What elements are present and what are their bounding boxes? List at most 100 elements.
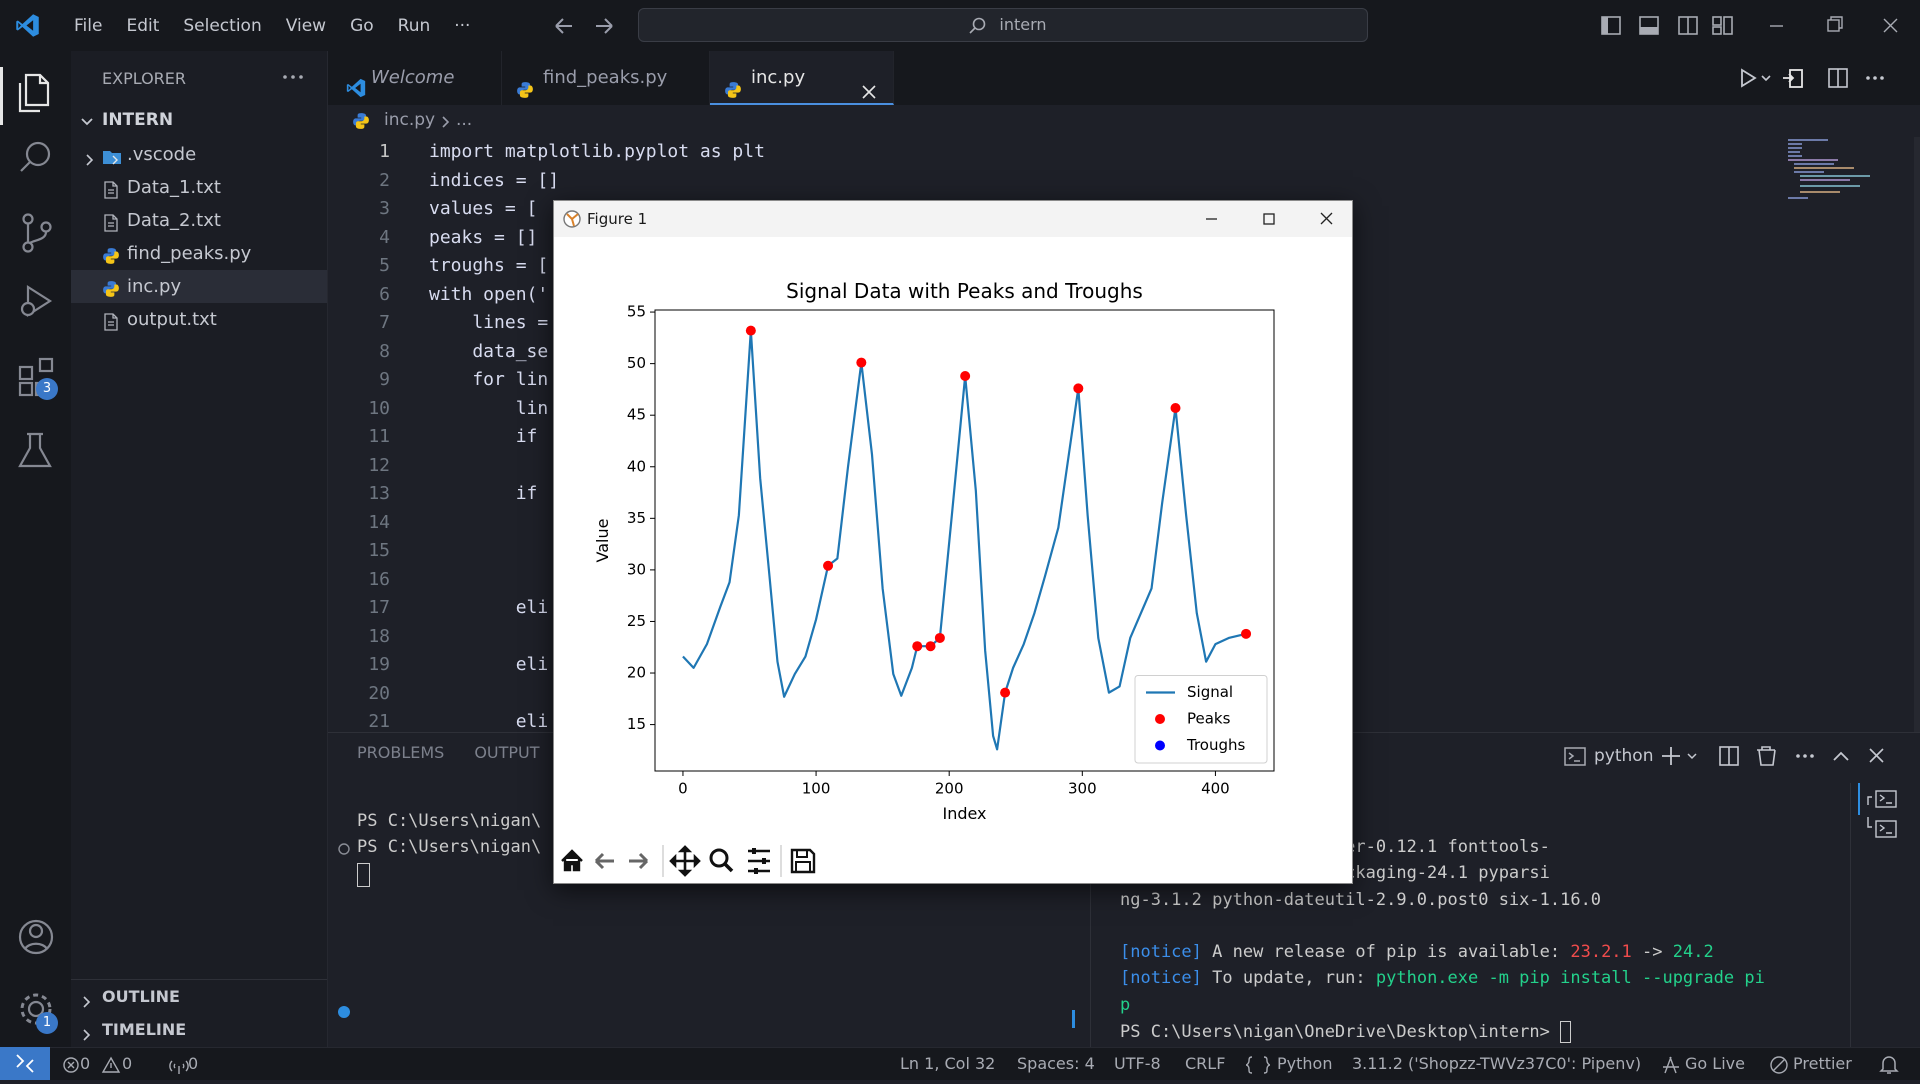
icon-shape xyxy=(105,251,119,264)
legend-box xyxy=(1134,675,1268,764)
figure-icon xyxy=(563,210,581,228)
breadcrumb-symbol[interactable]: ... xyxy=(456,110,473,130)
ports-count[interactable]: 0 xyxy=(188,1054,199,1073)
status-item[interactable]: Ln 1, Col 32 xyxy=(900,1054,996,1073)
status-item[interactable]: Python xyxy=(1277,1054,1333,1073)
panel-tab[interactable]: OUTPUT xyxy=(474,743,540,762)
file-row[interactable]: inc.py xyxy=(71,270,327,303)
section-chevron xyxy=(79,988,95,1021)
figure-toolbar[interactable] xyxy=(554,837,1352,883)
explorer-actions[interactable] xyxy=(281,71,305,83)
panel-tab[interactable]: PROBLEMS xyxy=(357,743,445,762)
icon-shape xyxy=(1869,748,1884,763)
notifications-icon[interactable] xyxy=(1878,1054,1900,1076)
icon-shape xyxy=(283,75,287,79)
file-name: find_peaks.py xyxy=(127,243,252,264)
tab-label: find_peaks.py xyxy=(543,67,668,88)
left-terminal[interactable]: PS C:\Users\nigan\ PS C:\Users\nigan\ xyxy=(357,811,1087,931)
unsaved-dot xyxy=(337,1006,350,1018)
icon-shape xyxy=(103,281,119,297)
icon-shape xyxy=(86,154,94,166)
menu-item[interactable]: Run xyxy=(397,15,431,36)
menu-item[interactable]: View xyxy=(285,15,327,36)
icon-shape xyxy=(862,85,876,99)
file-row[interactable]: find_peaks.py xyxy=(71,237,327,270)
status-item[interactable]: CRLF xyxy=(1185,1054,1226,1073)
sidebar-section[interactable]: TIMELINE xyxy=(71,1013,327,1046)
icon-shape xyxy=(104,214,118,232)
line-number: 3 xyxy=(379,198,390,219)
data-point xyxy=(925,641,936,652)
status-item[interactable]: Prettier xyxy=(1793,1054,1852,1073)
icon-shape xyxy=(1794,167,1854,169)
file-icon xyxy=(102,309,120,342)
menu-item[interactable]: ··· xyxy=(454,15,471,36)
status-item[interactable]: Spaces: 4 xyxy=(1017,1054,1095,1073)
active-indicator xyxy=(0,67,3,125)
data-point xyxy=(745,325,756,336)
warning-count[interactable]: 0 xyxy=(122,1054,133,1073)
file-row[interactable]: Data_2.txt xyxy=(71,204,327,237)
editor-tab[interactable]: inc.py xyxy=(710,51,894,105)
activity-icons[interactable] xyxy=(0,51,71,1047)
window-controls[interactable] xyxy=(1598,14,1920,38)
editor-tab[interactable]: find_peaks.py xyxy=(502,51,710,105)
menu-item[interactable]: File xyxy=(74,15,103,36)
plot-canvas: Signal Data with Peaks and Troughs 0 100 20… xyxy=(593,279,1275,823)
code-line: indices = [] xyxy=(429,169,560,191)
icon-shape xyxy=(725,82,741,98)
icon-shape xyxy=(20,161,31,172)
line-number: 11 xyxy=(368,426,390,447)
icon-shape xyxy=(112,155,118,165)
command-center[interactable]: intern xyxy=(638,8,1368,42)
code-editor[interactable]: 1 import matplotlib.pyplot as plt 2 indices… xyxy=(328,137,1758,732)
icon-shape xyxy=(519,85,533,98)
breadcrumb-file[interactable]: inc.py xyxy=(384,110,436,130)
command-decoration xyxy=(338,843,350,855)
menu-item[interactable]: Edit xyxy=(126,15,160,36)
error-count[interactable]: 0 xyxy=(80,1054,91,1073)
icon-shape xyxy=(20,301,36,317)
braces-icon xyxy=(1245,1056,1271,1074)
file-name: output.txt xyxy=(127,309,217,330)
panel-actions[interactable] xyxy=(1658,743,1918,771)
status-item[interactable]: UTF-8 xyxy=(1114,1054,1161,1073)
terminal-line: p xyxy=(1120,995,1130,1015)
editor-tab[interactable]: Welcome xyxy=(331,51,502,105)
icon-shape xyxy=(104,313,118,331)
terminal-text: python.exe -m pip install --upgrade pi xyxy=(1375,968,1765,989)
scrollbar[interactable] xyxy=(1914,137,1920,732)
search-text: intern xyxy=(999,15,1047,34)
icon-shape xyxy=(1788,147,1802,149)
file-tree: .vscode Data_1.txt Data_2.txt find_peaks.py… xyxy=(71,138,327,348)
status-item[interactable]: Go Live xyxy=(1685,1054,1745,1073)
terminal-name[interactable]: python xyxy=(1594,746,1654,766)
editor-actions[interactable] xyxy=(1728,66,1918,90)
file-row[interactable]: Data_1.txt xyxy=(71,171,327,204)
folder-name[interactable]: INTERN xyxy=(102,110,174,130)
menu-item[interactable]: Go xyxy=(350,15,374,36)
icon-shape xyxy=(63,1057,79,1073)
icon-shape xyxy=(38,357,54,373)
sidebar-section[interactable]: OUTLINE xyxy=(71,980,327,1013)
status-item[interactable]: 3.11.2 ('Shopzz-TWVz37C0': Pipenv) xyxy=(1352,1054,1642,1073)
file-name: Data_1.txt xyxy=(127,177,221,198)
icon-shape xyxy=(1783,73,1795,83)
python-icon xyxy=(353,113,369,129)
line-number: 4 xyxy=(379,226,390,248)
tab-close[interactable] xyxy=(860,69,878,123)
menu-item[interactable]: Selection xyxy=(183,15,262,36)
icon-shape xyxy=(1741,68,1757,88)
icon-shape xyxy=(754,868,758,874)
file-row[interactable]: .vscode xyxy=(71,138,327,171)
file-row[interactable]: output.txt xyxy=(71,303,327,336)
terminal-text: -> xyxy=(1631,942,1673,962)
figure-window-controls[interactable] xyxy=(1194,209,1344,229)
activity-bar: 3 1 xyxy=(0,51,71,1047)
icon-shape xyxy=(442,116,450,128)
terminal-list[interactable] xyxy=(1858,783,1918,853)
scroll-marker xyxy=(1072,1010,1075,1028)
remote-button[interactable] xyxy=(0,1047,50,1080)
nav-arrows[interactable] xyxy=(552,14,622,38)
